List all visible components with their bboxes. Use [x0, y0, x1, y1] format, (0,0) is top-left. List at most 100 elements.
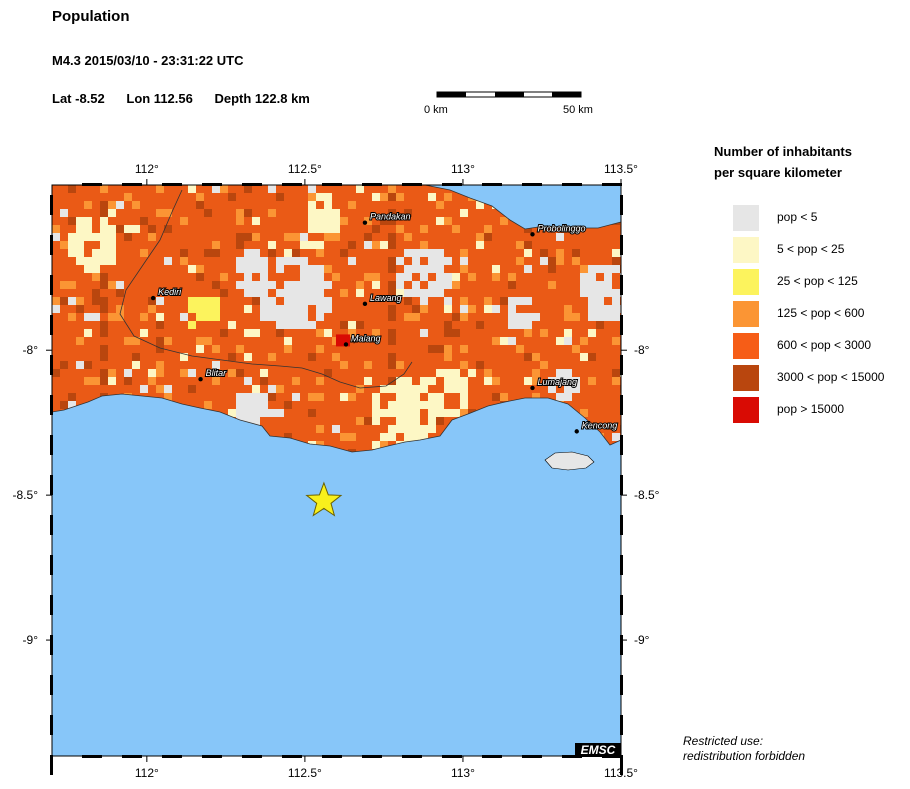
population-cell	[188, 385, 196, 393]
frame-dash	[50, 595, 53, 615]
population-cell	[444, 305, 452, 313]
population-cell	[252, 233, 260, 241]
population-cell	[436, 265, 444, 273]
frame-dash	[322, 755, 342, 758]
population-cell	[380, 241, 388, 249]
population-cell	[92, 289, 100, 297]
depth-value: Depth 122.8 km	[214, 91, 310, 106]
population-cell	[548, 377, 556, 385]
population-cell	[92, 265, 100, 273]
population-cell	[324, 297, 332, 305]
population-cell	[396, 257, 404, 265]
population-cell	[452, 369, 460, 377]
population-cell	[252, 289, 260, 297]
population-cell	[404, 289, 412, 297]
population-cell	[140, 385, 148, 393]
frame-dash	[620, 235, 623, 255]
population-cell	[476, 361, 484, 369]
population-cell	[108, 249, 116, 257]
population-cell	[292, 297, 300, 305]
population-cell	[516, 257, 524, 265]
legend-label: 5 < pop < 25	[777, 242, 845, 256]
population-cell	[380, 217, 388, 225]
population-cell	[108, 257, 116, 265]
population-cell	[300, 233, 308, 241]
population-cell	[508, 297, 516, 305]
population-cell	[388, 329, 396, 337]
lon-tick-label-top: 112°	[135, 162, 159, 176]
population-cell	[276, 321, 284, 329]
population-cell	[76, 241, 84, 249]
population-cell	[412, 401, 420, 409]
population-cell	[556, 369, 564, 377]
population-cell	[372, 329, 380, 337]
population-cell	[260, 257, 268, 265]
lat-tick-label-right: -9°	[634, 633, 650, 647]
population-cell	[436, 273, 444, 281]
population-cell	[260, 305, 268, 313]
population-cell	[396, 393, 404, 401]
frame-dash	[50, 355, 53, 375]
population-cell	[372, 193, 380, 201]
population-cell	[84, 361, 92, 369]
population-cell	[132, 201, 140, 209]
scale-end-label: 50 km	[563, 104, 593, 116]
population-cell	[460, 409, 468, 417]
population-cell	[612, 289, 620, 297]
population-cell	[380, 193, 388, 201]
population-cell	[412, 425, 420, 433]
population-cell	[268, 209, 276, 217]
population-cell	[100, 305, 108, 313]
population-cell	[260, 273, 268, 281]
population-cell	[324, 233, 332, 241]
population-cell	[196, 337, 204, 345]
population-cell	[108, 201, 116, 209]
population-cell	[236, 393, 244, 401]
lon-tick-label-top: 113°	[451, 162, 475, 176]
population-cell	[124, 193, 132, 201]
population-cell	[348, 321, 356, 329]
population-cell	[436, 201, 444, 209]
population-cell	[404, 233, 412, 241]
population-cell	[268, 409, 276, 417]
population-cell	[388, 361, 396, 369]
population-cell	[420, 385, 428, 393]
population-cell	[396, 425, 404, 433]
population-cell	[236, 401, 244, 409]
population-cell	[436, 281, 444, 289]
population-cell	[436, 257, 444, 265]
population-cell	[444, 369, 452, 377]
frame-dash	[50, 635, 53, 655]
population-cell	[484, 233, 492, 241]
population-cell	[388, 425, 396, 433]
population-cell	[228, 193, 236, 201]
population-cell	[516, 313, 524, 321]
population-cell	[324, 265, 332, 273]
population-cell	[444, 385, 452, 393]
population-cell	[444, 281, 452, 289]
frame-dash	[282, 183, 302, 186]
population-cell	[444, 329, 452, 337]
population-cell	[284, 313, 292, 321]
population-cell	[52, 225, 60, 233]
population-cell	[596, 313, 604, 321]
population-cell	[540, 249, 548, 257]
population-cell	[444, 377, 452, 385]
population-cell	[388, 265, 396, 273]
population-cell	[60, 281, 68, 289]
population-cell	[100, 297, 108, 305]
population-cell	[340, 249, 348, 257]
population-cell	[212, 185, 220, 193]
population-cell	[444, 193, 452, 201]
population-cell	[260, 313, 268, 321]
frame-dash	[50, 755, 53, 775]
population-cell	[276, 329, 284, 337]
frame-dash	[50, 395, 53, 415]
population-cell	[260, 369, 268, 377]
population-cell	[348, 201, 356, 209]
population-cell	[388, 217, 396, 225]
population-cell	[428, 289, 436, 297]
lat-tick-label-left: -9°	[23, 633, 39, 647]
city-label: Kencong	[582, 420, 618, 430]
